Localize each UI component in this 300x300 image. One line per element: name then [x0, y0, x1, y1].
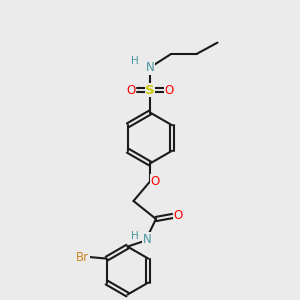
Text: O: O: [151, 175, 160, 188]
Text: Br: Br: [76, 250, 89, 264]
Text: N: N: [142, 232, 152, 246]
Text: H: H: [131, 231, 139, 241]
Text: N: N: [146, 61, 154, 74]
Text: H: H: [131, 56, 139, 66]
Text: O: O: [174, 209, 183, 223]
Text: O: O: [127, 83, 136, 97]
Text: O: O: [164, 83, 173, 97]
Text: S: S: [145, 83, 155, 97]
